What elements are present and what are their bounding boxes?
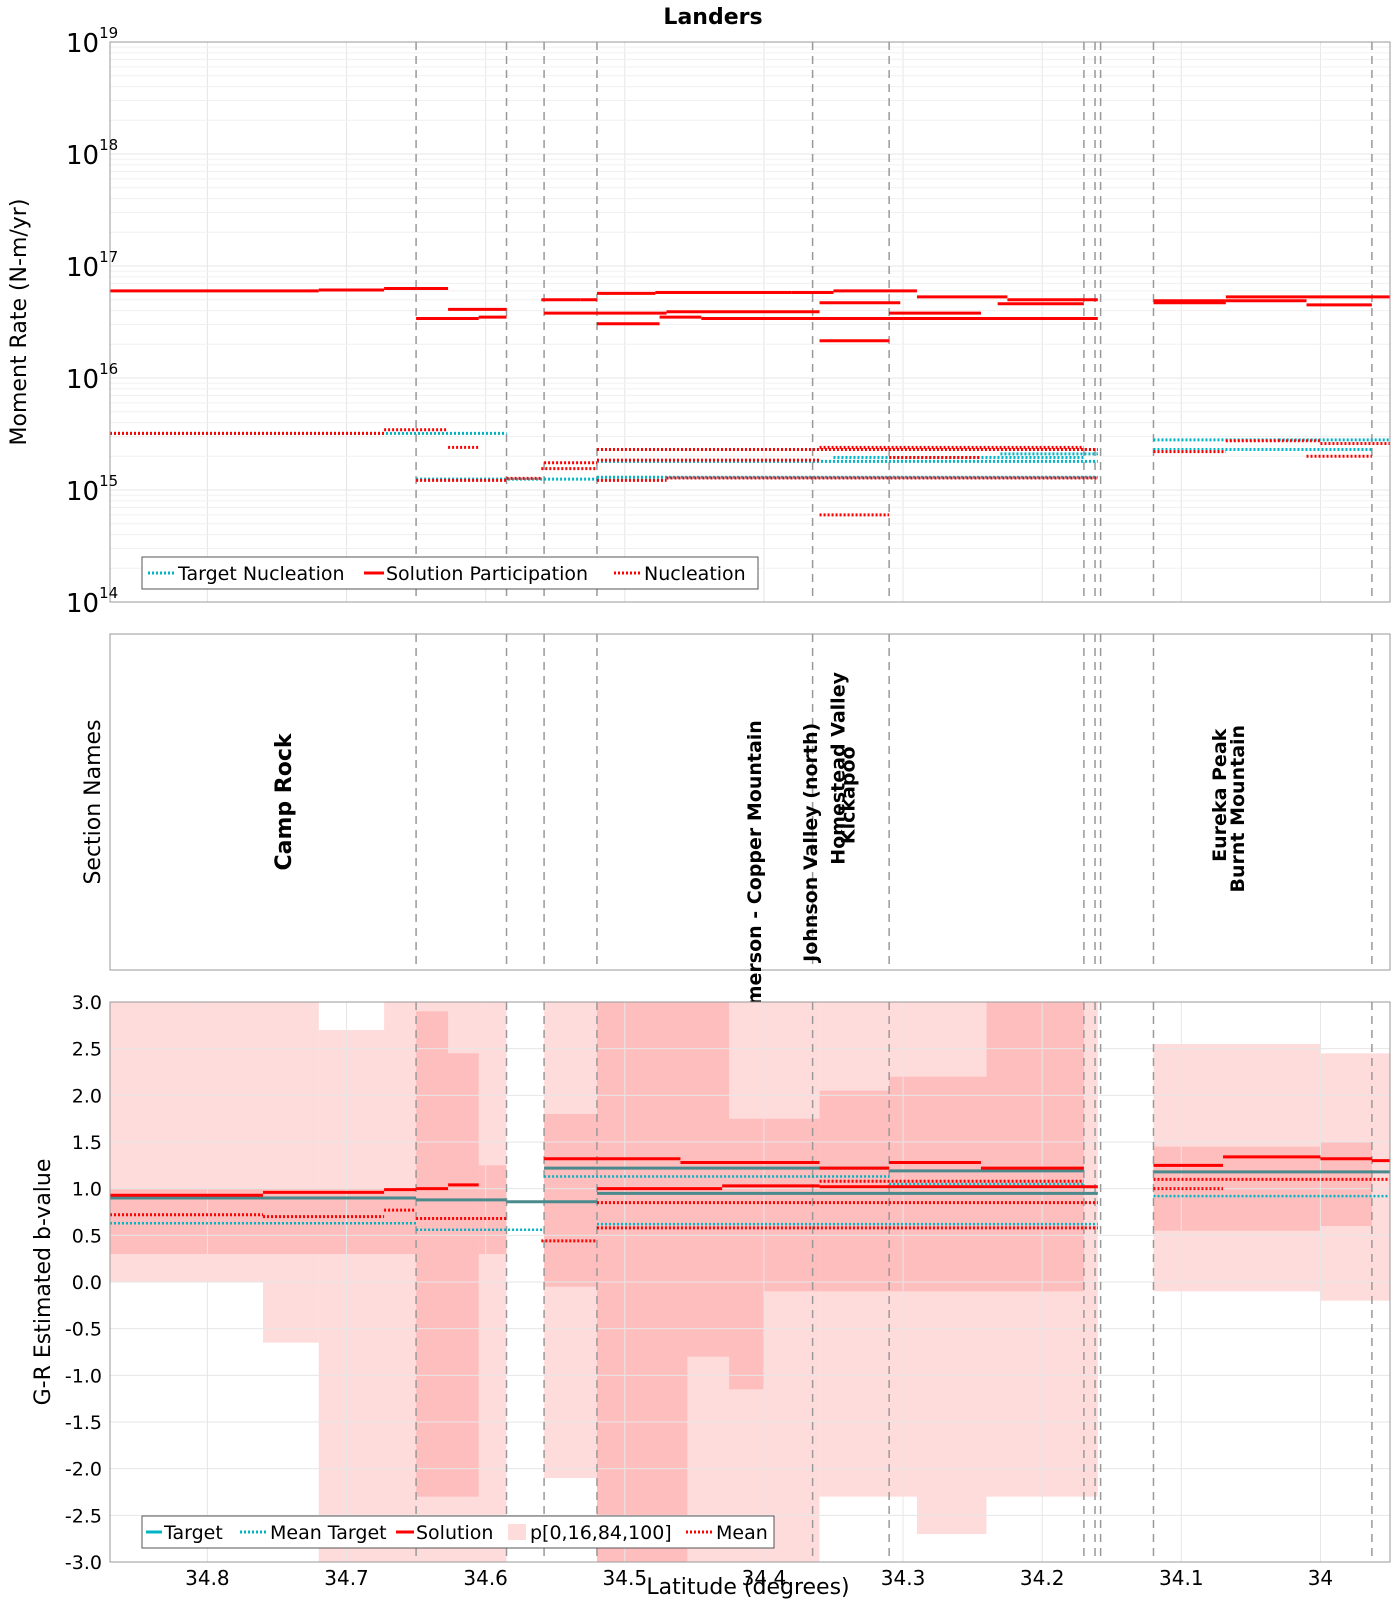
b-value-inner-band-0 — [110, 1188, 417, 1254]
moment-rate-ytick-label-1: 1015 — [66, 472, 118, 507]
b-value-inner-band-6 — [687, 1002, 730, 1357]
section-label-kickapoo: Kickapoo — [837, 746, 859, 844]
section-names-ylabel: Section Names — [81, 719, 106, 884]
b-value-section-boundaries — [415, 1002, 1373, 1562]
section-label-homestead-valley: Homestead Valley — [828, 671, 850, 864]
section-names-panel: Section Names Camp Rock Emerson - Copper … — [81, 633, 1391, 1018]
moment-rate-y-ticks: 1014 1015 1016 1017 1018 1019 — [66, 24, 118, 619]
b-value-xtick-label-4: 34.4 — [742, 1566, 787, 1590]
b-value-ytick-label-3: -1.5 — [65, 1412, 102, 1434]
b-value-ytick-label-8: 1.0 — [72, 1179, 102, 1201]
b-value-xtick-label-6: 34.2 — [1020, 1566, 1065, 1590]
legend-label-nucleation: Nucleation — [644, 563, 746, 585]
b-value-outer-band-8 — [916, 1025, 987, 1534]
section-names-boundaries — [415, 634, 1373, 970]
b-value-ylabel: G-R Estimated b-value — [31, 1159, 56, 1406]
moment-rate-section-boundaries — [415, 42, 1373, 602]
section-name-labels: Camp Rock Emerson - Copper Mountain Johnso… — [272, 671, 1249, 1018]
b-value-xtick-label-3: 34.5 — [603, 1566, 648, 1590]
b-value-inner-band-8 — [763, 1118, 820, 1292]
b-value-x-ticks: 34.8 34.7 34.6 34.5 34.4 34.3 34.2 34.1 34 — [185, 1566, 1333, 1590]
section-names-frame — [109, 633, 1391, 971]
moment-rate-ytick-label-5: 1019 — [66, 24, 118, 59]
moment-rate-ytick-label-4: 1018 — [66, 136, 118, 171]
section-label-eureka-peak: Eureka Peak — [1209, 728, 1231, 861]
moment-rate-series — [110, 286, 1390, 517]
moment-rate-frame — [109, 41, 1391, 603]
b-value-ytick-label-2: -2.0 — [65, 1459, 102, 1481]
b-value-legend: Target Mean Target Solution p[0,16,84,10… — [141, 1515, 775, 1549]
b-value-panel: -3.0 -2.5 -2.0 -1.5 -1.0 -0.5 0.0 0.5 1.0 1.5 2.0 2… — [31, 992, 1391, 1600]
b-value-ytick-label-10: 2.0 — [72, 1085, 102, 1107]
b-value-xtick-label-0: 34.8 — [185, 1566, 230, 1590]
b-value-inner-band-7 — [729, 1118, 764, 1390]
b-value-y-ticks: -3.0 -2.5 -2.0 -1.5 -1.0 -0.5 0.0 0.5 1.0 1.5 2.0 2… — [65, 992, 102, 1574]
moment-rate-ytick-label-2: 1016 — [66, 360, 118, 395]
b-value-ytick-label-11: 2.5 — [72, 1039, 102, 1061]
section-label-burnt-mountain: Burnt Mountain — [1227, 725, 1249, 893]
legend-label-solution: Solution — [416, 1522, 493, 1544]
moment-rate-panel: 1014 1015 1016 1017 1018 1019 Moment Rate (N-… — [7, 24, 1391, 619]
moment-rate-legend-box — [141, 556, 759, 590]
b-value-inner-band-13 — [1320, 1142, 1372, 1226]
b-value-legend-box — [141, 1515, 775, 1549]
section-label-camp-rock: Camp Rock — [272, 732, 297, 870]
b-value-ytick-label-7: 0.5 — [72, 1225, 102, 1247]
b-value-xtick-label-8: 34 — [1308, 1566, 1333, 1590]
moment-rate-ylabel: Moment Rate (N-m/yr) — [7, 199, 32, 446]
x-axis-label: Latitude (degrees) — [646, 1575, 849, 1600]
section-label-emerson-copper-mountain: Emerson - Copper Mountain — [744, 720, 766, 1018]
b-value-frame — [109, 1001, 1391, 1563]
legend-label-percentiles: p[0,16,84,100] — [530, 1522, 672, 1544]
b-value-ytick-label-1: -2.5 — [65, 1505, 102, 1527]
b-value-ytick-label-12: 3.0 — [72, 992, 102, 1014]
b-value-ytick-label-0: -3.0 — [65, 1552, 102, 1574]
b-value-inner-band-1 — [416, 1011, 449, 1497]
b-value-xtick-label-5: 34.3 — [881, 1566, 926, 1590]
b-value-inner-band-9 — [819, 1090, 890, 1292]
b-value-xtick-label-7: 34.1 — [1159, 1566, 1204, 1590]
b-value-xtick-label-1: 34.7 — [324, 1566, 369, 1590]
legend-label-solution-participation: Solution Participation — [386, 563, 588, 585]
b-value-ytick-label-5: -0.5 — [65, 1319, 102, 1341]
moment-rate-grid — [110, 41, 1390, 603]
figure-title: Landers — [663, 5, 762, 30]
section-label-johnson-valley-north: Johnson Valley (north) — [800, 723, 822, 964]
b-value-inner-band-2 — [448, 1053, 479, 1497]
moment-rate-ytick-label-3: 1017 — [66, 248, 118, 283]
legend-label-mean-target: Mean Target — [270, 1522, 387, 1544]
legend-swatch-percentiles — [508, 1524, 526, 1540]
b-value-ytick-label-9: 1.5 — [72, 1132, 102, 1154]
moment-rate-legend: Target Nucleation Solution Participation… — [141, 556, 759, 590]
legend-label-target-nucleation: Target Nucleation — [177, 563, 345, 585]
b-value-inner-band-11 — [986, 1002, 1084, 1292]
b-value-ytick-label-6: 0.0 — [72, 1272, 102, 1294]
moment-rate-ytick-label-0: 1014 — [66, 584, 118, 619]
legend-label-mean: Mean — [716, 1522, 768, 1544]
b-value-outer-band-1 — [263, 1002, 319, 1343]
b-value-grid — [110, 1001, 1390, 1563]
legend-label-target: Target — [163, 1522, 223, 1544]
b-value-series — [110, 1155, 1390, 1243]
b-value-outer-band-10 — [1320, 1053, 1390, 1301]
b-value-ytick-label-4: -1.0 — [65, 1365, 102, 1387]
b-value-xtick-label-2: 34.6 — [463, 1566, 508, 1590]
b-value-inner-band-3 — [478, 1165, 507, 1254]
